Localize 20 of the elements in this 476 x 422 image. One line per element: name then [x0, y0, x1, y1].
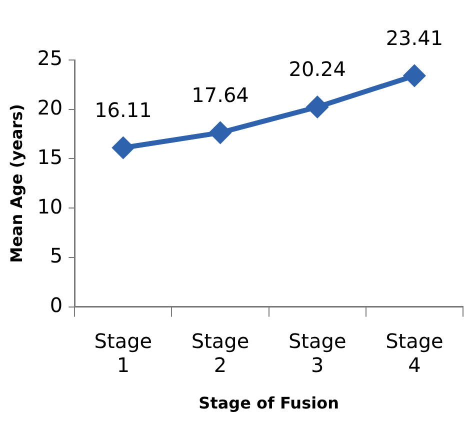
x-tick-label: Stage 2 [191, 329, 250, 378]
data-label: 23.41 [386, 26, 444, 50]
y-tick-label: 20 [37, 96, 63, 120]
point [210, 122, 231, 144]
y-tick-label: 0 [50, 293, 63, 318]
x-axis-title: Stage of Fusion [198, 394, 339, 413]
x-tick-label: Stage 3 [288, 329, 346, 378]
data-label: 20.24 [288, 57, 346, 82]
y-tick-label: 15 [37, 144, 63, 169]
data-label: 17.64 [192, 82, 249, 107]
y-tick-label: 5 [50, 244, 63, 268]
point [306, 96, 328, 118]
y-tick-label: 25 [37, 46, 63, 70]
data-label: 16.11 [94, 98, 152, 122]
y-tick-label: 10 [37, 194, 63, 218]
x-tick-label: Stage 4 [386, 329, 444, 378]
point [404, 65, 425, 86]
y-axis-title: Mean Age (years) [6, 104, 26, 263]
point [112, 137, 134, 158]
x-tick-label: Stage 1 [94, 329, 152, 378]
